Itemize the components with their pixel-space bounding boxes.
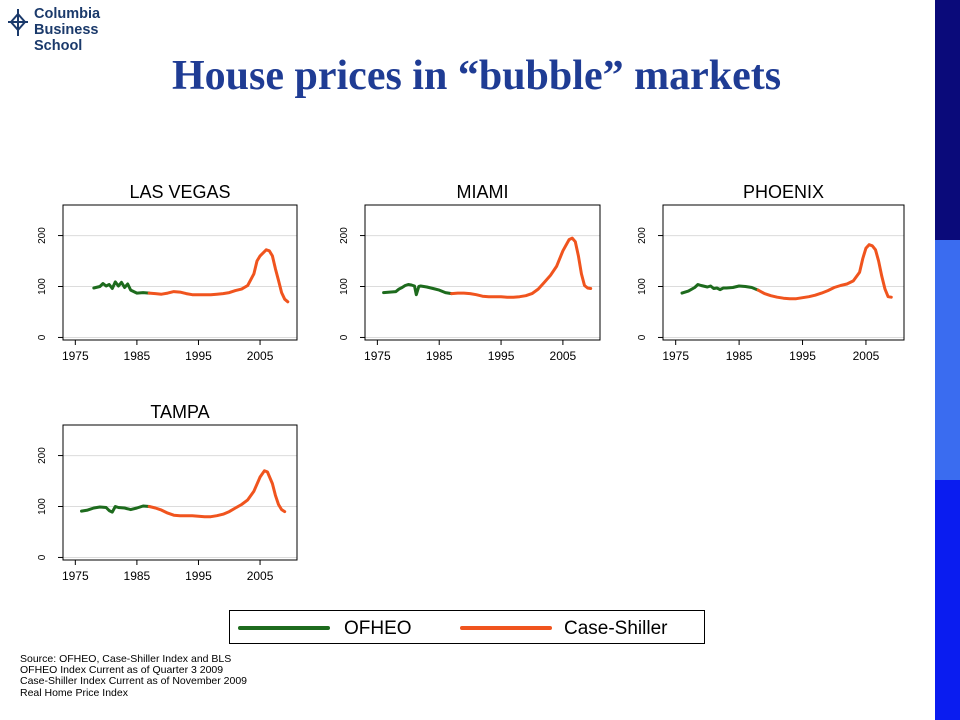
y-tick-label: 0 bbox=[339, 334, 350, 340]
y-tick-label: 200 bbox=[37, 227, 48, 244]
x-tick-label: 2005 bbox=[247, 569, 274, 583]
x-tick-label: 1975 bbox=[62, 349, 89, 363]
plot-frame bbox=[62, 204, 298, 341]
note-line: Real Home Price Index bbox=[20, 686, 128, 699]
x-tick-label: 1995 bbox=[185, 349, 212, 363]
logo-line-3: School bbox=[34, 38, 83, 54]
y-tick-label: 0 bbox=[37, 334, 48, 340]
x-tick-label: 2005 bbox=[853, 349, 880, 363]
x-tick-label: 1975 bbox=[62, 569, 89, 583]
y-tick-label: 0 bbox=[637, 334, 648, 340]
plot-frame bbox=[662, 204, 905, 341]
charts-canvas: LAS VEGAS 0 100 200 1975 1985 1995 2005 MIAMI 0 10… bbox=[37, 182, 905, 583]
chart-miami: MIAMI 0 100 200 1975 1985 1995 2005 bbox=[339, 182, 601, 363]
chart-title: PHOENIX bbox=[743, 182, 824, 202]
y-tick-label: 100 bbox=[637, 278, 648, 295]
x-tick-label: 1985 bbox=[124, 569, 151, 583]
logo-line-2: Business bbox=[34, 22, 99, 38]
chart-las-vegas: LAS VEGAS 0 100 200 1975 1985 1995 2005 bbox=[37, 182, 298, 363]
x-tick-label: 1975 bbox=[364, 349, 391, 363]
side-bar-top-segment bbox=[935, 0, 960, 240]
slide-title: House prices in “bubble” markets bbox=[172, 53, 782, 99]
y-tick-label: 100 bbox=[339, 278, 350, 295]
series-line-ofheo bbox=[80, 504, 151, 514]
x-tick-label: 2005 bbox=[247, 349, 274, 363]
series-line-case-shiller bbox=[450, 236, 593, 299]
series-line-case-shiller bbox=[147, 469, 287, 519]
y-tick-label: 100 bbox=[37, 498, 48, 515]
chart-phoenix: PHOENIX 0 100 200 1975 1985 1995 2005 bbox=[637, 182, 905, 363]
series-line-case-shiller bbox=[756, 243, 893, 301]
y-tick-label: 100 bbox=[37, 278, 48, 295]
series-line-case-shiller bbox=[147, 248, 290, 304]
chart-title: MIAMI bbox=[457, 182, 509, 202]
chart-title: LAS VEGAS bbox=[129, 182, 230, 202]
plot-frame bbox=[62, 424, 298, 561]
x-tick-label: 1985 bbox=[124, 349, 151, 363]
y-tick-label: 200 bbox=[637, 227, 648, 244]
decorative-side-bar bbox=[935, 0, 960, 720]
x-tick-label: 1995 bbox=[789, 349, 816, 363]
logo-line-1: Columbia bbox=[34, 6, 101, 22]
y-tick-label: 0 bbox=[37, 554, 48, 560]
x-tick-label: 1985 bbox=[726, 349, 753, 363]
source-notes: Source: OFHEO, Case-Shiller Index and BL… bbox=[20, 653, 248, 699]
series-line-ofheo bbox=[680, 283, 760, 295]
side-bar-middle-segment bbox=[935, 240, 960, 480]
x-tick-label: 1995 bbox=[488, 349, 515, 363]
legend-ofheo-label: OFHEO bbox=[344, 618, 412, 639]
note-line: Source: OFHEO, Case-Shiller Index and BL… bbox=[20, 653, 232, 665]
chart-legend: OFHEO Case-Shiller bbox=[229, 610, 705, 644]
chart-title: TAMPA bbox=[150, 402, 209, 422]
columbia-business-school-logo: Columbia Business School bbox=[4, 6, 124, 62]
note-line: Case-Shiller Index Current as of Novembe… bbox=[20, 675, 248, 688]
series-line-ofheo bbox=[382, 283, 454, 297]
columbia-crown-icon bbox=[8, 9, 28, 36]
x-tick-label: 2005 bbox=[550, 349, 577, 363]
note-line: OFHEO Index Current as of Quarter 3 2009 bbox=[20, 664, 224, 677]
x-tick-label: 1975 bbox=[662, 349, 689, 363]
y-tick-label: 200 bbox=[339, 227, 350, 244]
legend-ofheo-swatch bbox=[238, 626, 330, 630]
legend-case-shiller-label: Case-Shiller bbox=[564, 618, 668, 639]
series-line-ofheo bbox=[92, 280, 151, 295]
legend-case-shiller-swatch bbox=[460, 626, 552, 630]
side-bar-bottom-segment bbox=[935, 480, 960, 720]
x-tick-label: 1985 bbox=[426, 349, 453, 363]
chart-tampa: TAMPA 0 100 200 1975 1985 1995 2005 bbox=[37, 402, 298, 583]
plot-frame bbox=[364, 204, 601, 341]
y-tick-label: 200 bbox=[37, 447, 48, 464]
x-tick-label: 1995 bbox=[185, 569, 212, 583]
